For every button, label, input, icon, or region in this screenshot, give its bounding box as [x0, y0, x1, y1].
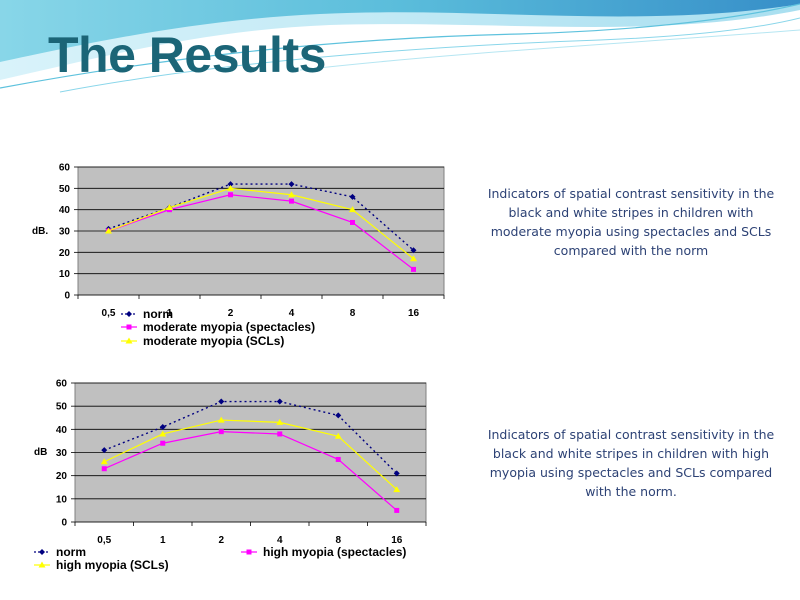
- data-point: [411, 266, 416, 272]
- y-tick-label: 10: [59, 269, 71, 280]
- x-tick-label: 0,5: [102, 308, 116, 319]
- x-tick-label: 2: [218, 535, 224, 546]
- data-point: [218, 429, 224, 435]
- data-point: [276, 398, 283, 405]
- legend-marker: [126, 324, 132, 330]
- y-tick-label: 0: [64, 291, 70, 302]
- y-tick-label: 40: [56, 425, 68, 436]
- data-point: [276, 418, 284, 425]
- series-line: [108, 194, 414, 270]
- data-point: [349, 206, 356, 213]
- data-point: [160, 440, 166, 446]
- data-point: [289, 198, 294, 204]
- series-line: [108, 183, 414, 251]
- x-tick-label: 16: [408, 308, 420, 319]
- data-point: [166, 204, 173, 211]
- data-point: [410, 247, 417, 254]
- series-0: [101, 398, 400, 477]
- legend-label: high myopia (spectacles): [263, 545, 406, 559]
- y-axis-label: dB: [34, 447, 47, 458]
- x-tick-label: 4: [277, 535, 283, 546]
- y-tick-label: 10: [56, 494, 68, 505]
- data-point: [349, 193, 356, 200]
- data-point: [335, 456, 341, 462]
- x-tick-label: 1: [167, 308, 173, 319]
- data-point: [228, 192, 233, 198]
- y-tick-label: 40: [59, 205, 71, 216]
- y-tick-label: 60: [56, 379, 68, 390]
- legend-label: norm: [143, 307, 173, 321]
- x-tick-label: 1: [160, 535, 166, 546]
- y-tick-label: 50: [59, 184, 71, 195]
- legend-label: moderate myopia (SCLs): [143, 334, 284, 348]
- y-tick-label: 20: [59, 248, 71, 259]
- data-point: [410, 255, 417, 262]
- x-tick-label: 2: [228, 308, 234, 319]
- data-point: [218, 398, 225, 405]
- series-line: [103, 400, 398, 474]
- data-point: [227, 184, 234, 191]
- data-point: [100, 458, 108, 465]
- data-point: [105, 227, 112, 234]
- x-tick-label: 16: [391, 535, 403, 546]
- x-tick-label: 0,5: [97, 535, 111, 546]
- series-line: [103, 419, 398, 491]
- legend-marker: [126, 311, 132, 317]
- data-point: [217, 416, 225, 423]
- data-point: [277, 431, 283, 437]
- y-tick-label: 20: [56, 471, 68, 482]
- legend-label: norm: [56, 545, 86, 559]
- data-point: [334, 432, 342, 439]
- legend-label: high myopia (SCLs): [56, 558, 169, 572]
- legend-label: moderate myopia (spectacles): [143, 320, 315, 334]
- y-tick-label: 30: [56, 448, 68, 459]
- legend-marker: [38, 561, 46, 568]
- y-tick-label: 50: [56, 402, 68, 413]
- y-tick-label: 60: [59, 163, 71, 174]
- caption-high-myopia: Indicators of spatial contrast sensitivi…: [487, 427, 775, 499]
- series-2: [100, 416, 401, 493]
- y-tick-label: 30: [59, 227, 71, 238]
- series-2: [105, 184, 417, 262]
- legend-marker: [246, 549, 252, 555]
- x-tick-label: 4: [289, 308, 295, 319]
- series-line: [108, 187, 414, 260]
- data-point: [101, 447, 108, 454]
- data-point: [335, 412, 342, 419]
- data-point: [394, 507, 400, 513]
- data-point: [159, 430, 167, 437]
- data-point: [393, 470, 400, 477]
- series-line: [104, 431, 398, 511]
- slide-title: The Results: [48, 27, 326, 83]
- data-point: [288, 181, 295, 188]
- y-tick-label: 0: [61, 518, 67, 529]
- legend-marker: [125, 337, 133, 344]
- data-point: [159, 424, 166, 431]
- data-point: [350, 219, 355, 225]
- data-point: [227, 181, 234, 188]
- y-axis-label: dB.: [32, 226, 48, 237]
- data-point: [101, 466, 107, 472]
- caption-moderate-myopia: Indicators of spatial contrast sensitivi…: [487, 186, 775, 258]
- data-point: [288, 191, 295, 198]
- data-point: [393, 486, 401, 493]
- series-1: [101, 429, 400, 513]
- x-tick-label: 8: [350, 308, 356, 319]
- x-tick-label: 8: [335, 535, 341, 546]
- legend-marker: [39, 549, 45, 555]
- header-wave-decoration: [0, 0, 800, 93]
